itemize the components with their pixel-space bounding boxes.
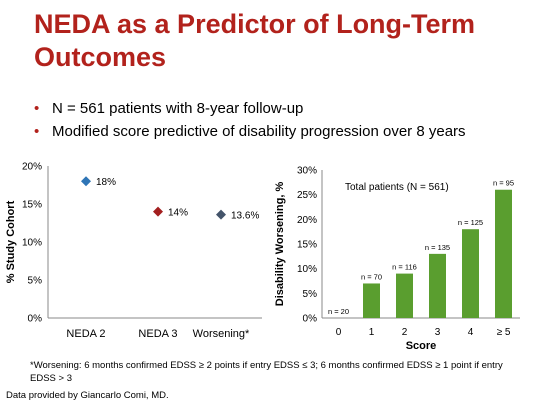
data-label: 13.6%	[231, 211, 259, 222]
bullet-dot-icon: •	[34, 123, 40, 140]
data-point-diamond	[153, 206, 163, 217]
data-label: 18%	[96, 177, 116, 188]
data-label: 14%	[168, 208, 188, 219]
bullet-text: N = 561 patients with 8-year follow-up	[52, 100, 304, 117]
y-tick-label: 10%	[297, 264, 317, 275]
x-tick-label: 0	[336, 327, 342, 338]
y-tick-label: 15%	[297, 240, 317, 251]
bar	[495, 189, 512, 318]
chart-annotation: Total patients (N = 561)	[345, 182, 449, 193]
y-axis-title: Disability Worsening, %	[274, 182, 286, 307]
y-tick-label: 5%	[28, 276, 43, 287]
x-tick-label: ≥ 5	[497, 327, 511, 338]
y-tick-label: 5%	[303, 289, 318, 300]
y-tick-label: 15%	[22, 200, 42, 211]
bar-n-label: n = 95	[493, 179, 514, 188]
data-point-diamond	[216, 209, 226, 220]
bar-n-label: n = 20	[328, 307, 349, 316]
data-point-diamond	[81, 176, 91, 187]
data-credit: Data provided by Giancarlo Comi, MD.	[6, 390, 169, 401]
x-tick-label: 2	[402, 327, 408, 338]
bar	[462, 229, 479, 318]
y-tick-label: 30%	[297, 166, 317, 177]
y-tick-label: 20%	[297, 215, 317, 226]
bullet-list: • N = 561 patients with 8-year follow-up …	[34, 97, 466, 143]
y-tick-label: 0%	[28, 314, 43, 325]
x-tick-label: NEDA 3	[138, 328, 177, 340]
bar-n-label: n = 116	[392, 263, 417, 272]
bar	[429, 253, 446, 318]
bullet-item: • N = 561 patients with 8-year follow-up	[34, 97, 466, 120]
x-axis-title: Score	[406, 340, 437, 352]
y-tick-label: 0%	[303, 314, 318, 325]
footnote: *Worsening: 6 months confirmed EDSS ≥ 2 …	[30, 360, 503, 384]
bar	[363, 283, 380, 318]
bar-n-label: n = 135	[425, 243, 450, 252]
bullet-dot-icon: •	[34, 100, 40, 117]
bullet-item: • Modified score predictive of disability…	[34, 120, 466, 143]
x-tick-label: NEDA 2	[66, 328, 105, 340]
y-axis-title: % Study Cohort	[5, 200, 17, 283]
x-tick-label: 4	[468, 327, 474, 338]
slide-title: NEDA as a Predictor of Long-Term Outcome…	[34, 9, 476, 72]
bar-n-label: n = 125	[458, 218, 483, 227]
bar	[396, 273, 413, 318]
x-tick-label: 3	[435, 327, 441, 338]
bar-n-label: n = 70	[361, 272, 382, 281]
x-tick-label: 1	[369, 327, 375, 338]
bullet-text: Modified score predictive of disability …	[52, 123, 466, 140]
y-tick-label: 10%	[22, 238, 42, 249]
y-tick-label: 25%	[297, 190, 317, 201]
x-tick-label: Worsening*	[193, 328, 250, 340]
y-tick-label: 20%	[22, 162, 42, 173]
